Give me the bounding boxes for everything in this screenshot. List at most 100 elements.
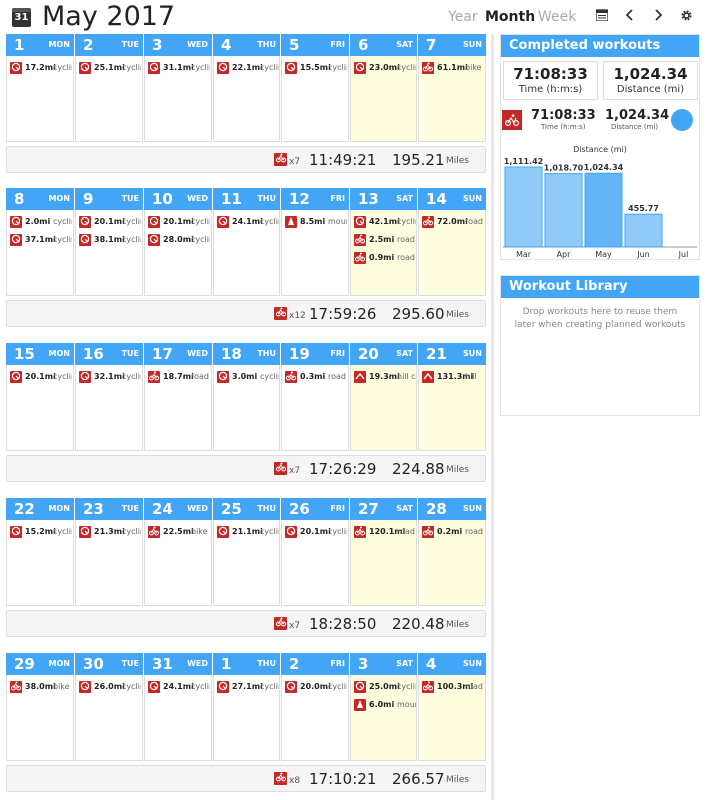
day-cell[interactable]: 25.1micycling — [75, 56, 143, 142]
day-cell[interactable]: 31.1micycling — [144, 56, 212, 142]
workout-item[interactable]: 21.1micycling — [217, 525, 279, 539]
workout-item[interactable]: 25.0micycling — [354, 680, 416, 694]
day-header[interactable]: 23 TUE — [75, 498, 143, 520]
workout-item[interactable]: 42.1micycling — [354, 215, 416, 229]
workout-item[interactable]: 22.1micycling — [217, 61, 279, 75]
view-tab-month[interactable]: Month — [485, 9, 536, 25]
workout-item[interactable]: 20.1micycling — [79, 215, 141, 229]
workout-item[interactable]: 2.0micycling — [10, 215, 72, 229]
day-cell[interactable]: 22.1micycling — [213, 56, 280, 142]
workout-item[interactable]: 38.1micycling — [79, 233, 141, 247]
workout-item[interactable]: 3.0micycling — [217, 370, 279, 384]
day-header[interactable]: 22 MON — [6, 498, 74, 520]
day-header[interactable]: 24 WED — [144, 498, 212, 520]
workout-item[interactable]: 8.5mimountain — [285, 215, 347, 229]
status-dot[interactable] — [671, 109, 693, 131]
workout-item[interactable]: 21.3micycling — [79, 525, 141, 539]
chevron-left-icon[interactable] — [622, 9, 638, 25]
day-header[interactable]: 14 SUN — [418, 188, 486, 210]
workout-item[interactable]: 37.1micycling — [10, 233, 72, 247]
day-cell[interactable]: 20.1micycling — [281, 520, 349, 606]
day-cell[interactable]: 20.1micycling 28.0micycling — [144, 210, 212, 296]
day-header[interactable]: 15 MON — [6, 343, 74, 365]
day-cell[interactable]: 61.1mi bike — [418, 56, 486, 142]
workout-item[interactable]: 6.0mimountain — [354, 698, 416, 712]
workout-item[interactable]: 32.1micycling — [79, 370, 141, 384]
day-cell[interactable]: 21.1micycling — [213, 520, 280, 606]
day-header[interactable]: 9 TUE — [75, 188, 143, 210]
day-header[interactable]: 10 WED — [144, 188, 212, 210]
day-header[interactable]: 17 WED — [144, 343, 212, 365]
workout-item[interactable]: 20.1micycling — [148, 215, 210, 229]
day-cell[interactable]: 17.2micycling — [6, 56, 74, 142]
workout-item[interactable]: 25.1micycling — [79, 61, 141, 75]
chevron-right-icon[interactable] — [650, 9, 666, 25]
workout-item[interactable]: 20.0micycling — [285, 680, 347, 694]
day-header[interactable]: 27 SAT — [350, 498, 417, 520]
day-cell[interactable]: 27.1micycling — [213, 675, 280, 761]
day-cell[interactable]: 23.0micycling — [350, 56, 417, 142]
day-header[interactable]: 1 MON — [6, 34, 74, 56]
day-header[interactable]: 4 SUN — [418, 653, 486, 675]
day-cell[interactable]: 2.0micycling 37.1micycling — [6, 210, 74, 296]
chart-bar[interactable] — [544, 173, 583, 248]
day-header[interactable]: 31 WED — [144, 653, 212, 675]
workout-item[interactable]: 17.2micycling — [10, 61, 72, 75]
day-header[interactable]: 30 TUE — [75, 653, 143, 675]
day-header[interactable]: 6 SAT — [350, 34, 417, 56]
day-cell[interactable]: 15.2micycling — [6, 520, 74, 606]
day-header[interactable]: 19 FRI — [281, 343, 349, 365]
day-cell[interactable]: 15.5micycling — [281, 56, 349, 142]
day-header[interactable]: 20 SAT — [350, 343, 417, 365]
day-header[interactable]: 12 FRI — [281, 188, 349, 210]
day-cell[interactable]: 32.1micycling — [75, 365, 143, 451]
day-cell[interactable]: 25.0micycling 6.0mimountain — [350, 675, 417, 761]
day-cell[interactable]: 8.5mimountain — [281, 210, 349, 296]
day-cell[interactable]: 24.1micycling — [144, 675, 212, 761]
view-tab-year[interactable]: Year — [448, 9, 478, 25]
day-header[interactable]: 18 THU — [213, 343, 280, 365]
day-cell[interactable]: 21.3micycling — [75, 520, 143, 606]
day-cell[interactable]: 38.0mi bike — [6, 675, 74, 761]
workout-item[interactable]: 24.1micycling — [148, 680, 210, 694]
day-cell[interactable]: 22.5mi bike — [144, 520, 212, 606]
workout-item[interactable]: 20.1micycling — [285, 525, 347, 539]
day-cell[interactable]: 3.0micycling — [213, 365, 280, 451]
day-header[interactable]: 11 THU — [213, 188, 280, 210]
day-header[interactable]: 29 MON — [6, 653, 74, 675]
workout-item[interactable]: 26.0micycling — [79, 680, 141, 694]
day-header[interactable]: 16 TUE — [75, 343, 143, 365]
day-header[interactable]: 13 SAT — [350, 188, 417, 210]
day-cell[interactable]: 131.3mi hill — [418, 365, 486, 451]
day-header[interactable]: 8 MON — [6, 188, 74, 210]
workout-item[interactable]: 15.2micycling — [10, 525, 72, 539]
workout-item[interactable]: 28.0micycling — [148, 233, 210, 247]
day-header[interactable]: 2 TUE — [75, 34, 143, 56]
day-header[interactable]: 4 THU — [213, 34, 280, 56]
chart-bar[interactable] — [584, 172, 623, 248]
workout-item[interactable]: 22.5mi bike — [148, 525, 210, 539]
workout-item[interactable]: 131.3mi hill — [422, 370, 484, 384]
day-header[interactable]: 7 SUN — [418, 34, 486, 56]
day-header[interactable]: 26 FRI — [281, 498, 349, 520]
day-cell[interactable]: 20.0micycling — [281, 675, 349, 761]
day-header[interactable]: 3 SAT — [350, 653, 417, 675]
day-cell[interactable]: 20.1micycling 38.1micycling — [75, 210, 143, 296]
workout-item[interactable]: 38.0mi bike — [10, 680, 72, 694]
workout-item[interactable]: 23.0micycling — [354, 61, 416, 75]
gear-icon[interactable] — [678, 9, 694, 25]
day-header[interactable]: 21 SUN — [418, 343, 486, 365]
